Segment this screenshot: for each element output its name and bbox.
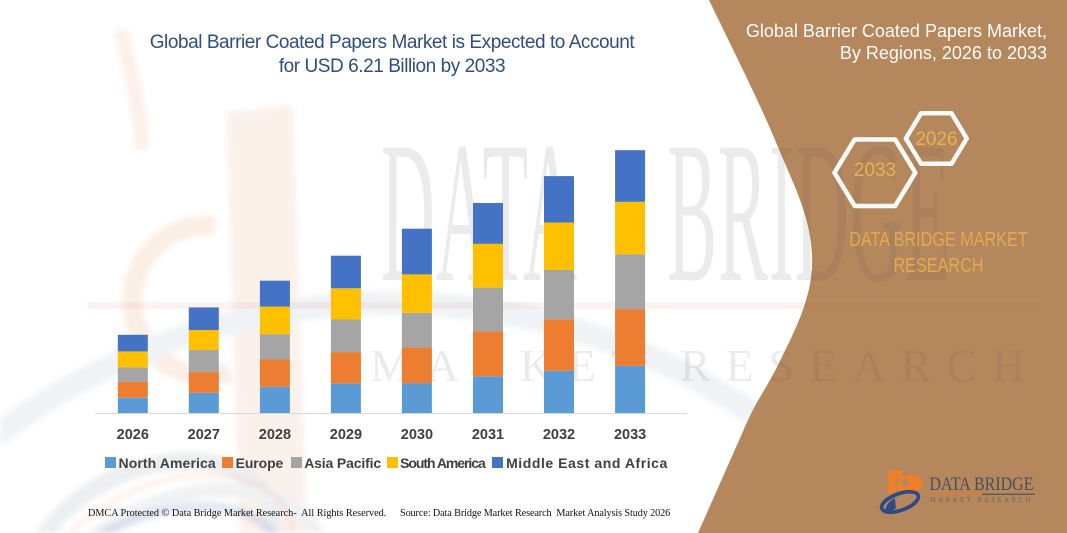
svg-text:MARKET RESEARCH: MARKET RESEARCH <box>930 496 1033 504</box>
svg-text:DATA BRIDGE: DATA BRIDGE <box>930 474 1034 495</box>
